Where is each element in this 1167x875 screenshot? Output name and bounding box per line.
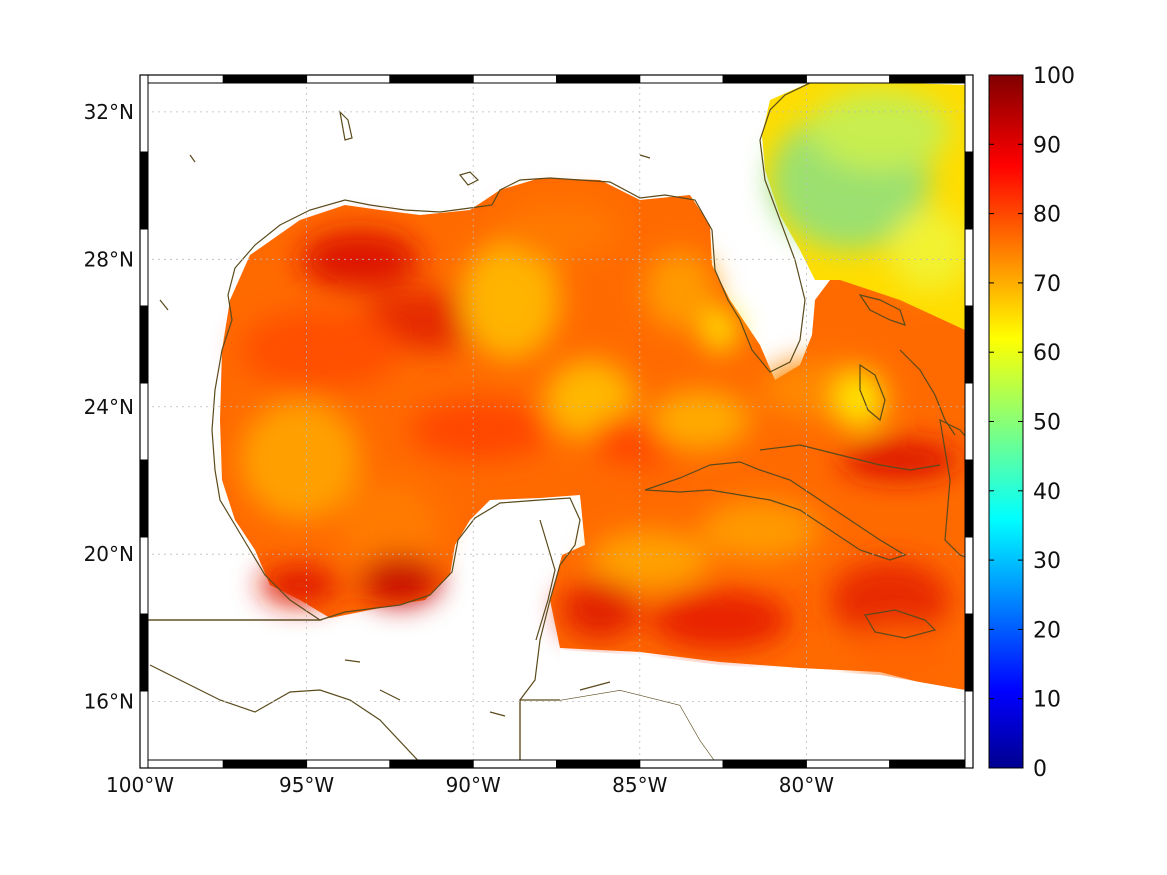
- frame-left-segment: [139, 536, 149, 615]
- frame-left-segment: [139, 305, 149, 384]
- frame-right-segment: [964, 459, 974, 538]
- colorbar-tick-label: 20: [1033, 618, 1061, 643]
- bahamas-andros: [859, 363, 886, 422]
- frame-right-segment: [964, 382, 974, 461]
- y-tick-label: 24°N: [84, 395, 134, 419]
- frame-top-segment: [722, 74, 807, 84]
- colorbar-tick-label: 40: [1033, 480, 1061, 505]
- field-variation: [240, 90, 970, 675]
- colorbar-tick-label: 100: [1033, 64, 1075, 89]
- cuba: [644, 461, 907, 561]
- jamaica: [864, 609, 937, 639]
- x-tick-label: 95°W: [279, 773, 334, 797]
- x-tick-label: 100°W: [106, 773, 174, 797]
- caribbean-south-land: [560, 650, 973, 768]
- x-tick-label: 90°W: [446, 773, 501, 797]
- us-mainland: [140, 75, 816, 621]
- frame-top-segment: [889, 74, 974, 84]
- colorbar-tick-label: 0: [1033, 757, 1047, 782]
- frame-bottom-segment: [722, 759, 807, 769]
- frame-top-segment: [805, 74, 891, 84]
- frame-right-segment: [964, 305, 974, 384]
- cuba-north-keys: [759, 444, 941, 471]
- frame-left-segment: [139, 74, 149, 153]
- colorbar-tick-label: 10: [1033, 688, 1061, 713]
- frame-bottom-segment: [472, 759, 558, 769]
- y-tick-label: 32°N: [84, 100, 134, 124]
- bahamas-abaco: [858, 294, 906, 326]
- x-axis-labels: 100°W 95°W 90°W 85°W 80°W: [106, 773, 834, 797]
- frame-top-segment: [139, 74, 224, 84]
- map-frame: [139, 74, 974, 769]
- frame-outline: [139, 74, 974, 769]
- frame-top-segment: [222, 74, 308, 84]
- x-tick-label: 80°W: [779, 773, 834, 797]
- colorbar-tick-label: 70: [1033, 272, 1061, 297]
- frame-right-segment: [964, 536, 974, 615]
- colorbar-tick-label: 90: [1033, 133, 1061, 158]
- y-tick-label: 28°N: [84, 247, 134, 271]
- x-tick-label: 85°W: [612, 773, 667, 797]
- frame-top-segment: [306, 74, 391, 84]
- frame-right-segment: [964, 74, 974, 153]
- frame-left-segment: [139, 459, 149, 538]
- frame-left-segment: [139, 382, 149, 461]
- frame-bottom-segment: [389, 759, 474, 769]
- frame-left-segment: [139, 151, 149, 230]
- colorbar-tick-label: 50: [1033, 411, 1061, 436]
- frame-bottom-segment: [556, 759, 641, 769]
- frame-right-segment: [964, 690, 974, 769]
- colorbar-gradient: [989, 75, 1023, 768]
- frame-right-segment: [964, 151, 974, 230]
- frame-bottom-segment: [889, 759, 974, 769]
- frame-top-segment: [639, 74, 724, 84]
- graticule: [140, 75, 973, 768]
- coast-details: [149, 110, 651, 768]
- y-tick-label: 16°N: [84, 690, 134, 714]
- frame-top-segment: [472, 74, 558, 84]
- frame-left-segment: [139, 228, 149, 307]
- colorbar-tick-label: 30: [1033, 549, 1061, 574]
- frame-bottom-segment: [639, 759, 724, 769]
- colorbar-tick-label: 60: [1033, 341, 1061, 366]
- land-masses: [140, 75, 973, 768]
- frame-right-segment: [964, 613, 974, 692]
- frame-top-segment: [556, 74, 641, 84]
- frame-left-segment: [139, 690, 149, 769]
- frame-top-segment: [389, 74, 474, 84]
- frame-left-segment: [139, 613, 149, 692]
- frame-right-segment: [964, 228, 974, 307]
- colorbar-tick-label: 80: [1033, 203, 1061, 228]
- y-tick-label: 20°N: [84, 542, 134, 566]
- frame-bottom-segment: [222, 759, 308, 769]
- y-axis-labels: 32°N 28°N 24°N 20°N 16°N: [84, 100, 134, 714]
- bahamas-eleuthera: [899, 349, 956, 436]
- frame-bottom-segment: [139, 759, 224, 769]
- frame-bottom-segment: [805, 759, 891, 769]
- frame-bottom-segment: [306, 759, 391, 769]
